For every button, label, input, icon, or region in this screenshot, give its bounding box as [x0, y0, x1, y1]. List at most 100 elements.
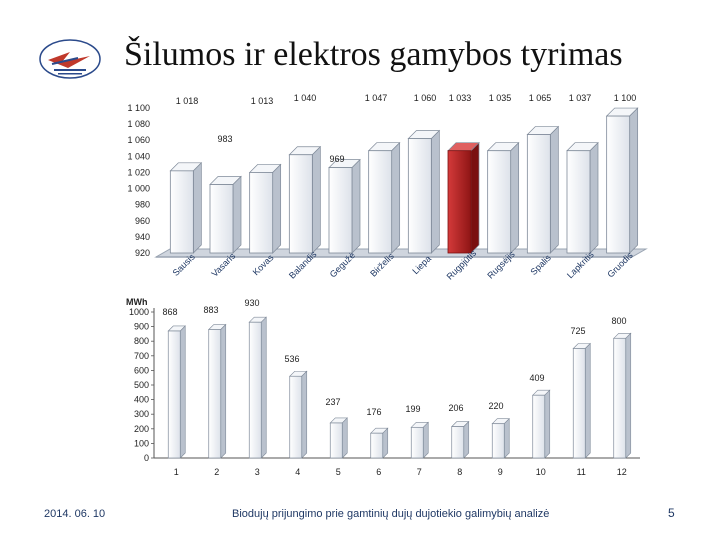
chart-2-bar-side	[544, 389, 551, 459]
chart-1-bar	[407, 129, 441, 254]
chart-1-data-label: 1 037	[569, 93, 592, 103]
chart-1-ytick-label: 1 060	[127, 135, 150, 145]
chart-1-ytick-label: 960	[135, 216, 150, 226]
chart-1-bar-front	[169, 170, 194, 254]
chart-2-bar-front	[370, 432, 384, 459]
chart-1-ytick-label: 920	[135, 248, 150, 258]
chart-2-bar-front	[491, 423, 505, 459]
chart-2-bar-side	[584, 342, 591, 459]
chart-1-bar-side	[272, 163, 282, 254]
chart-2-category-label: 7	[417, 467, 422, 477]
chart-2-ytick-label: 900	[134, 322, 149, 332]
chart-1-bar-side	[589, 141, 599, 254]
chart-2-bar	[167, 325, 186, 459]
chart-1-ytick-label: 1 100	[127, 103, 150, 113]
chart-1-ytick-label: 940	[135, 232, 150, 242]
chart-2-bar	[451, 420, 470, 459]
chart-1-monthly: 920 940 960 980 1 000 1 020 1 040 1 060 1 080 1 1…	[127, 93, 648, 282]
chart-1-data-label: 1 018	[176, 96, 199, 106]
chart-2-ytick-label: 500	[134, 380, 149, 390]
chart-2-bar-side	[220, 323, 227, 459]
chart-1-bar-side	[192, 161, 202, 254]
chart-2-ytick-label: 400	[134, 395, 149, 405]
chart-1-data-label: 969	[329, 154, 344, 164]
chart-1-bar	[328, 158, 361, 254]
chart-2-bar-front	[451, 426, 465, 459]
chart-1-bar	[605, 107, 639, 254]
chart-2-bar-side	[382, 427, 389, 459]
chart-2-data-label: 176	[366, 407, 381, 417]
chart-2-bar-side	[301, 370, 308, 459]
chart-1-bar-side	[629, 107, 639, 254]
chart-2-bar	[329, 417, 348, 459]
chart-1-bar-front	[328, 167, 353, 254]
chart-2-category-label: 4	[295, 467, 300, 477]
company-logo	[39, 39, 101, 79]
chart-2-bar-front	[248, 321, 262, 459]
chart-2-bar-side	[179, 325, 186, 459]
chart-1-bar-side	[232, 175, 242, 254]
chart-2-bar-front	[289, 375, 303, 459]
chart-1-bar-side	[351, 158, 361, 254]
chart-1-data-label: 1 047	[365, 93, 388, 103]
chart-2-bar-side	[341, 417, 348, 459]
chart-1-data-label: 1 013	[251, 96, 274, 106]
chart-2-bar	[572, 342, 591, 459]
chart-2-bar	[613, 332, 632, 459]
chart-1-data-label: 1 033	[449, 93, 472, 103]
chart-1-ytick-label: 1 020	[127, 167, 150, 177]
chart-1-bar-front	[526, 134, 551, 254]
chart-1-data-label: 1 100	[614, 93, 637, 103]
chart-1-ytick-label: 980	[135, 200, 150, 210]
chart-1-bar	[169, 161, 203, 254]
chart-1-bar-front	[447, 150, 472, 254]
chart-2-bar	[248, 316, 267, 459]
chart-2-bar-front	[532, 394, 546, 459]
chart-2-data-label: 220	[488, 401, 503, 411]
chart-2-ytick-label: 200	[134, 424, 149, 434]
chart-2-category-label: 12	[617, 467, 627, 477]
chart-1-ytick-label: 1 080	[127, 119, 150, 129]
chart-1-bar	[209, 175, 242, 254]
chart-2-bar-side	[260, 316, 267, 459]
chart-1-bar-side	[510, 141, 520, 254]
chart-2-data-label: 409	[529, 373, 544, 383]
chart-1-bar	[447, 141, 480, 254]
chart-2-bar-front	[208, 329, 222, 459]
chart-1-bar	[248, 163, 282, 254]
chart-1-bar	[288, 145, 322, 254]
chart-1-data-label: 1 060	[414, 93, 437, 103]
chart-2-data-label: 237	[325, 397, 340, 407]
chart-2-data-label: 930	[244, 298, 259, 308]
chart-1-bar-side	[311, 145, 321, 254]
chart-1-bar-side	[391, 141, 401, 254]
chart-2-ytick-label: 1000	[129, 307, 149, 317]
chart-1-bar-front	[209, 184, 234, 254]
chart-2-y-axis-label: MWh	[126, 297, 148, 307]
chart-2-bar-front	[167, 330, 181, 459]
chart-1-ytick-label: 1 000	[127, 184, 150, 194]
chart-2-bar	[491, 417, 510, 459]
chart-2-ytick-label: 0	[144, 453, 149, 463]
page-number: 5	[668, 506, 675, 520]
chart-2-bar-front	[613, 337, 627, 459]
chart-2-category-label: 8	[457, 467, 462, 477]
chart-1-bar-front	[566, 150, 591, 254]
chart-1-bar-front	[606, 115, 631, 254]
chart-1-bar	[486, 141, 520, 254]
chart-2-bar-side	[625, 332, 632, 459]
chart-2-data-label: 536	[284, 354, 299, 364]
chart-2-bar-side	[463, 420, 470, 459]
footer-date: 2014. 06. 10	[44, 508, 106, 520]
chart-2-data-label: 868	[162, 307, 177, 317]
chart-2-category-label: 9	[498, 467, 503, 477]
chart-1-ytick-label: 1 040	[127, 151, 150, 161]
chart-2-category-label: 10	[536, 467, 546, 477]
chart-1-bar-front	[407, 138, 432, 254]
chart-1-data-label: 983	[217, 134, 232, 144]
chart-2-category-label: 5	[336, 467, 341, 477]
chart-2-data-label: 199	[405, 404, 420, 414]
chart-2-category-label: 3	[255, 467, 260, 477]
chart-2-ytick-label: 700	[134, 351, 149, 361]
